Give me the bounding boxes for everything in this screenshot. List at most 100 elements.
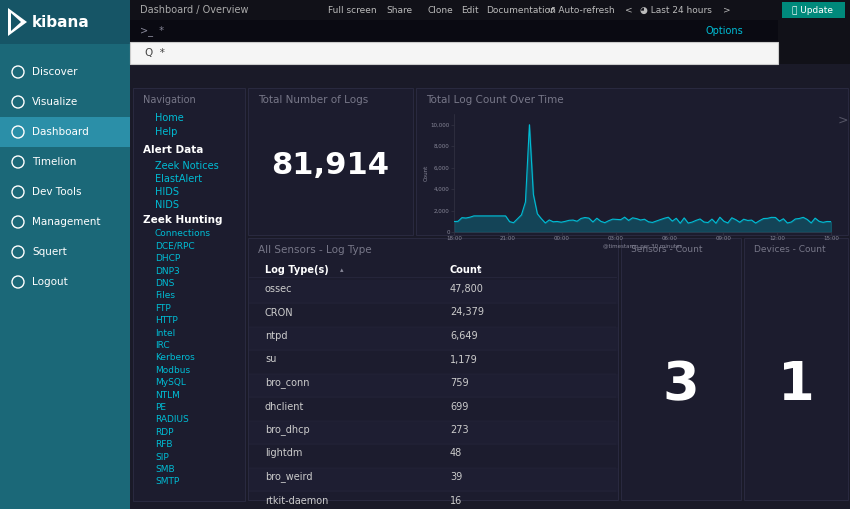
X-axis label: @timestamp per 30 minutes: @timestamp per 30 minutes bbox=[603, 244, 682, 249]
Text: Devices - Count: Devices - Count bbox=[754, 245, 825, 254]
Text: Connections: Connections bbox=[155, 230, 211, 239]
Text: 759: 759 bbox=[450, 378, 468, 388]
Text: IRC: IRC bbox=[155, 341, 170, 350]
Text: Visualize: Visualize bbox=[32, 97, 78, 107]
Polygon shape bbox=[11, 13, 21, 31]
Text: PE: PE bbox=[155, 403, 166, 412]
Text: Navigation: Navigation bbox=[143, 95, 196, 105]
Bar bbox=[0, 117, 130, 147]
Text: Zeek Hunting: Zeek Hunting bbox=[143, 215, 223, 225]
Text: 24,379: 24,379 bbox=[450, 307, 484, 318]
Text: 47,800: 47,800 bbox=[450, 284, 484, 294]
Text: Alert Data: Alert Data bbox=[143, 145, 203, 155]
Text: >: > bbox=[723, 6, 731, 14]
Text: RFB: RFB bbox=[155, 440, 173, 449]
Bar bbox=[416, 88, 848, 235]
Text: SIP: SIP bbox=[155, 453, 169, 462]
Text: ntpd: ntpd bbox=[265, 331, 287, 341]
Text: 48: 48 bbox=[450, 448, 462, 459]
Text: dhclient: dhclient bbox=[265, 402, 304, 411]
Text: >: > bbox=[838, 114, 848, 127]
Text: Sensors - Count: Sensors - Count bbox=[631, 245, 702, 254]
Text: All Sensors - Log Type: All Sensors - Log Type bbox=[258, 245, 371, 255]
Text: <: < bbox=[625, 6, 632, 14]
Text: ossec: ossec bbox=[265, 284, 292, 294]
Text: RADIUS: RADIUS bbox=[155, 415, 189, 425]
Text: HTTP: HTTP bbox=[155, 316, 178, 325]
Bar bbox=[621, 238, 741, 500]
Bar bbox=[133, 88, 245, 501]
Text: MySQL: MySQL bbox=[155, 378, 186, 387]
Text: CRON: CRON bbox=[265, 307, 293, 318]
Text: Logout: Logout bbox=[32, 277, 68, 287]
Bar bbox=[249, 327, 618, 351]
Bar bbox=[248, 88, 413, 235]
Text: 81,914: 81,914 bbox=[271, 151, 389, 180]
Text: kibana: kibana bbox=[32, 14, 90, 30]
Text: rtkit-daemon: rtkit-daemon bbox=[265, 495, 328, 505]
Text: Timelion: Timelion bbox=[32, 157, 76, 167]
Bar bbox=[249, 280, 618, 303]
Text: 39: 39 bbox=[450, 472, 462, 482]
Text: Intel: Intel bbox=[155, 329, 175, 337]
Text: Squert: Squert bbox=[32, 247, 67, 257]
Y-axis label: Count: Count bbox=[424, 165, 429, 181]
Text: Discover: Discover bbox=[32, 67, 77, 77]
Text: 1: 1 bbox=[778, 359, 814, 411]
Text: HIDS: HIDS bbox=[155, 187, 179, 197]
Text: 16: 16 bbox=[450, 495, 462, 505]
Text: SMB: SMB bbox=[155, 465, 174, 474]
Text: Files: Files bbox=[155, 292, 175, 300]
Text: ↺ Auto-refresh: ↺ Auto-refresh bbox=[548, 6, 615, 14]
Text: bro_weird: bro_weird bbox=[265, 471, 313, 483]
Text: Help: Help bbox=[155, 127, 178, 137]
Text: DNP3: DNP3 bbox=[155, 267, 179, 276]
Text: 6,649: 6,649 bbox=[450, 331, 478, 341]
Bar bbox=[782, 2, 845, 18]
Text: lightdm: lightdm bbox=[265, 448, 303, 459]
Text: Dashboard: Dashboard bbox=[32, 127, 88, 137]
Text: Total Log Count Over Time: Total Log Count Over Time bbox=[426, 95, 564, 105]
Text: Kerberos: Kerberos bbox=[155, 353, 195, 362]
Text: ▴: ▴ bbox=[478, 267, 481, 273]
Text: ▴: ▴ bbox=[340, 267, 343, 273]
Bar bbox=[0, 0, 130, 44]
Text: Management: Management bbox=[32, 217, 100, 227]
Text: 699: 699 bbox=[450, 402, 468, 411]
Text: Dev Tools: Dev Tools bbox=[32, 187, 82, 197]
Polygon shape bbox=[8, 8, 27, 36]
Bar bbox=[130, 64, 850, 509]
Text: RDP: RDP bbox=[155, 428, 173, 437]
Bar bbox=[0, 0, 130, 509]
Text: DNS: DNS bbox=[155, 279, 174, 288]
Text: 273: 273 bbox=[450, 425, 468, 435]
Text: Documentation: Documentation bbox=[486, 6, 556, 14]
Bar bbox=[249, 421, 618, 444]
Text: ◕ Last 24 hours: ◕ Last 24 hours bbox=[640, 6, 711, 14]
Bar bbox=[744, 238, 848, 500]
Text: Zeek Notices: Zeek Notices bbox=[155, 161, 218, 171]
Text: >_  *: >_ * bbox=[140, 25, 164, 37]
Text: Q  *: Q * bbox=[145, 48, 165, 58]
Text: ⦿ Update: ⦿ Update bbox=[792, 6, 834, 14]
Bar bbox=[130, 0, 850, 20]
Bar bbox=[778, 20, 850, 64]
Text: DCE/RPC: DCE/RPC bbox=[155, 242, 195, 251]
Text: bro_dhcp: bro_dhcp bbox=[265, 425, 309, 436]
Bar bbox=[249, 374, 618, 398]
Text: Modbus: Modbus bbox=[155, 366, 190, 375]
Text: Home: Home bbox=[155, 113, 184, 123]
Bar bbox=[249, 468, 618, 492]
Text: Full screen: Full screen bbox=[328, 6, 377, 14]
Text: su: su bbox=[265, 354, 276, 364]
Text: ElastAlert: ElastAlert bbox=[155, 174, 202, 184]
Bar bbox=[130, 20, 778, 42]
Text: Dashboard / Overview: Dashboard / Overview bbox=[140, 5, 248, 15]
Text: SMTP: SMTP bbox=[155, 477, 179, 487]
Text: Options: Options bbox=[706, 26, 744, 36]
Text: Log Type(s): Log Type(s) bbox=[265, 265, 329, 275]
Text: 1,179: 1,179 bbox=[450, 354, 478, 364]
Text: bro_conn: bro_conn bbox=[265, 378, 309, 388]
Text: Edit: Edit bbox=[461, 6, 479, 14]
Text: Total Number of Logs: Total Number of Logs bbox=[258, 95, 368, 105]
